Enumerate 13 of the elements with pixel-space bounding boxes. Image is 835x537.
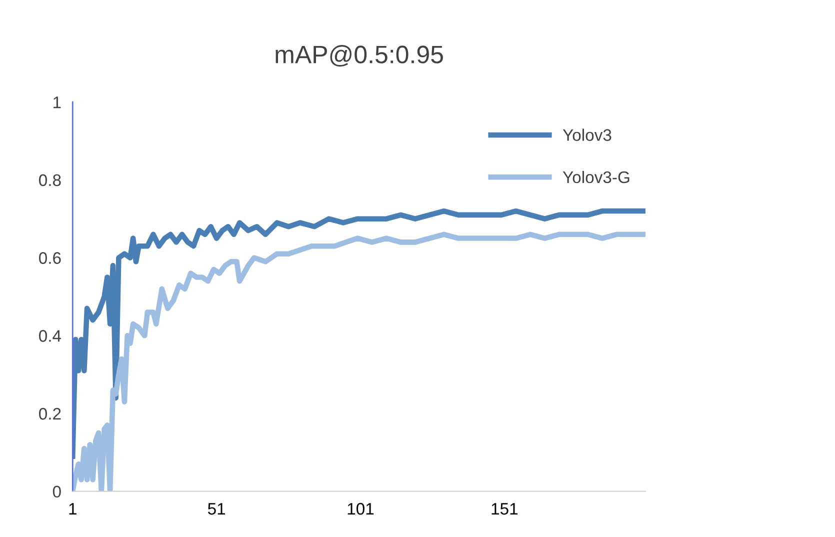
legend-label: Yolov3 <box>562 128 612 141</box>
legend-label: Yolov3-G <box>562 170 630 184</box>
y-tick-label: 1 <box>54 96 61 108</box>
y-tick-label: 0.2 <box>39 408 61 420</box>
y-tick-label: 0 <box>52 486 61 498</box>
x-tick-label: 101 <box>348 502 374 515</box>
y-tick-label: 0.8 <box>39 174 61 186</box>
y-tick-label: 0.6 <box>39 252 61 264</box>
x-tick-label: 151 <box>492 503 518 515</box>
x-tick-label: 51 <box>208 503 226 515</box>
chart-title: mAP@0.5:0.95 <box>276 45 443 67</box>
y-tick-label: 0.4 <box>39 330 62 342</box>
x-tick-label: 1 <box>69 503 76 515</box>
